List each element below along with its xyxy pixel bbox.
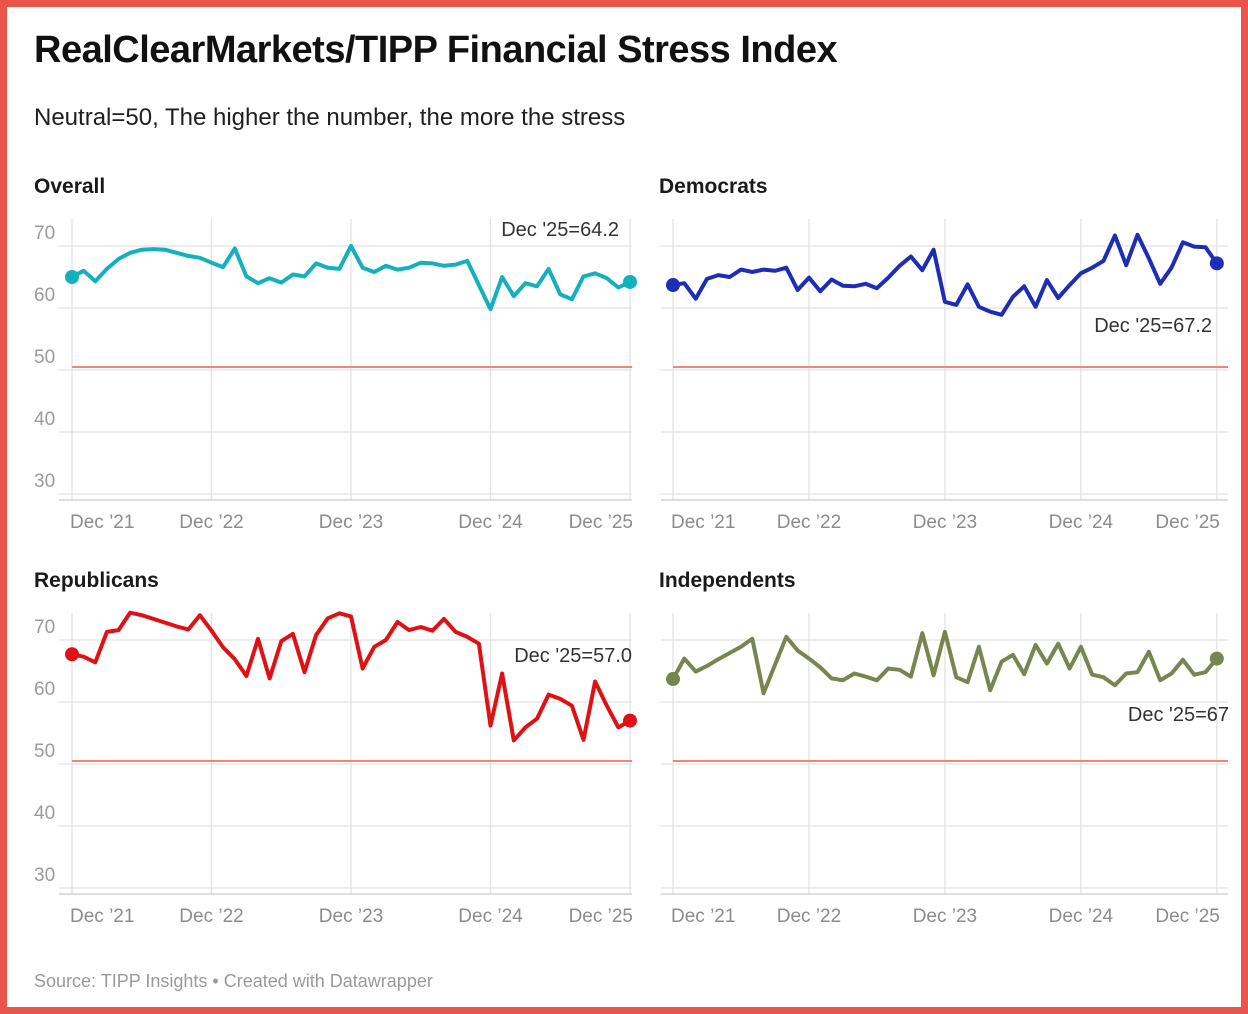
panel-republicans: Republicans 30 40 50 60 70 Dec ’21 Dec ’22 Dec … — [34, 569, 637, 949]
independents-line-chart[interactable]: Dec ’21 Dec ’22 Dec ’23 Dec ’24 Dec ’25 — [659, 613, 1234, 935]
svg-text:Dec ’22: Dec ’22 — [179, 906, 243, 927]
svg-text:70: 70 — [34, 617, 55, 638]
svg-text:Dec ’25: Dec ’25 — [569, 906, 633, 927]
page-title: RealClearMarkets/TIPP Financial Stress I… — [34, 29, 838, 71]
svg-text:Dec ’24: Dec ’24 — [1049, 906, 1114, 927]
overall-end-value-label: Dec '25=64.2 — [501, 219, 619, 241]
panel-title-independents: Independents — [659, 569, 796, 592]
svg-text:Dec ’22: Dec ’22 — [777, 512, 841, 533]
svg-text:30: 30 — [34, 471, 55, 492]
svg-text:Dec ’25: Dec ’25 — [1155, 906, 1219, 927]
democrats-line-chart[interactable]: Dec ’21 Dec ’22 Dec ’23 Dec ’24 Dec ’25 — [659, 219, 1234, 541]
svg-text:Dec ’25: Dec ’25 — [1155, 512, 1219, 533]
svg-text:50: 50 — [34, 347, 55, 368]
panel-title-republicans: Republicans — [34, 569, 159, 592]
svg-text:30: 30 — [34, 865, 55, 886]
source-attribution: Source: TIPP Insights • Created with Dat… — [34, 971, 433, 991]
svg-text:Dec ’21: Dec ’21 — [671, 512, 735, 533]
svg-text:Dec ’23: Dec ’23 — [319, 512, 383, 533]
svg-text:Dec ’22: Dec ’22 — [179, 512, 243, 533]
page-subtitle: Neutral=50, The higher the number, the m… — [34, 104, 626, 131]
republicans-end-value-label: Dec '25=57.0 — [514, 645, 632, 667]
svg-text:Dec ’25: Dec ’25 — [569, 512, 633, 533]
svg-text:Dec ’23: Dec ’23 — [319, 906, 383, 927]
svg-text:Dec ’23: Dec ’23 — [913, 906, 977, 927]
panel-democrats: Democrats Dec ’21 Dec ’22 Dec ’23 Dec ’24 De… — [659, 175, 1234, 555]
svg-text:Dec ’24: Dec ’24 — [458, 512, 523, 533]
svg-text:40: 40 — [34, 803, 55, 824]
svg-text:Dec ’21: Dec ’21 — [70, 512, 134, 533]
svg-text:50: 50 — [34, 741, 55, 762]
svg-text:Dec ’21: Dec ’21 — [70, 906, 134, 927]
democrats-end-value-label: Dec '25=67.2 — [1094, 315, 1212, 337]
svg-text:Dec ’22: Dec ’22 — [777, 906, 841, 927]
svg-text:60: 60 — [34, 285, 55, 306]
panel-overall: Overall 30 40 50 60 70 Dec ’21 Dec ’22 Dec ’23 D… — [34, 175, 637, 555]
svg-text:70: 70 — [34, 223, 55, 244]
svg-text:40: 40 — [34, 409, 55, 430]
panel-title-democrats: Democrats — [659, 175, 768, 198]
svg-text:60: 60 — [34, 679, 55, 700]
svg-text:Dec ’24: Dec ’24 — [458, 906, 523, 927]
panel-independents: Independents Dec ’21 Dec ’22 Dec ’23 Dec ’2… — [659, 569, 1234, 949]
overall-line-chart[interactable]: 30 40 50 60 70 Dec ’21 Dec ’22 Dec ’23 Dec ’24 De… — [34, 219, 637, 541]
republicans-line-chart[interactable]: 30 40 50 60 70 Dec ’21 Dec ’22 Dec ’23 Dec ’24 De… — [34, 610, 637, 935]
panel-title-overall: Overall — [34, 175, 106, 198]
svg-text:Dec ’21: Dec ’21 — [671, 906, 735, 927]
svg-text:Dec ’23: Dec ’23 — [913, 512, 977, 533]
independents-end-value-label: Dec '25=67 — [1127, 704, 1229, 726]
svg-text:Dec ’24: Dec ’24 — [1049, 512, 1114, 533]
